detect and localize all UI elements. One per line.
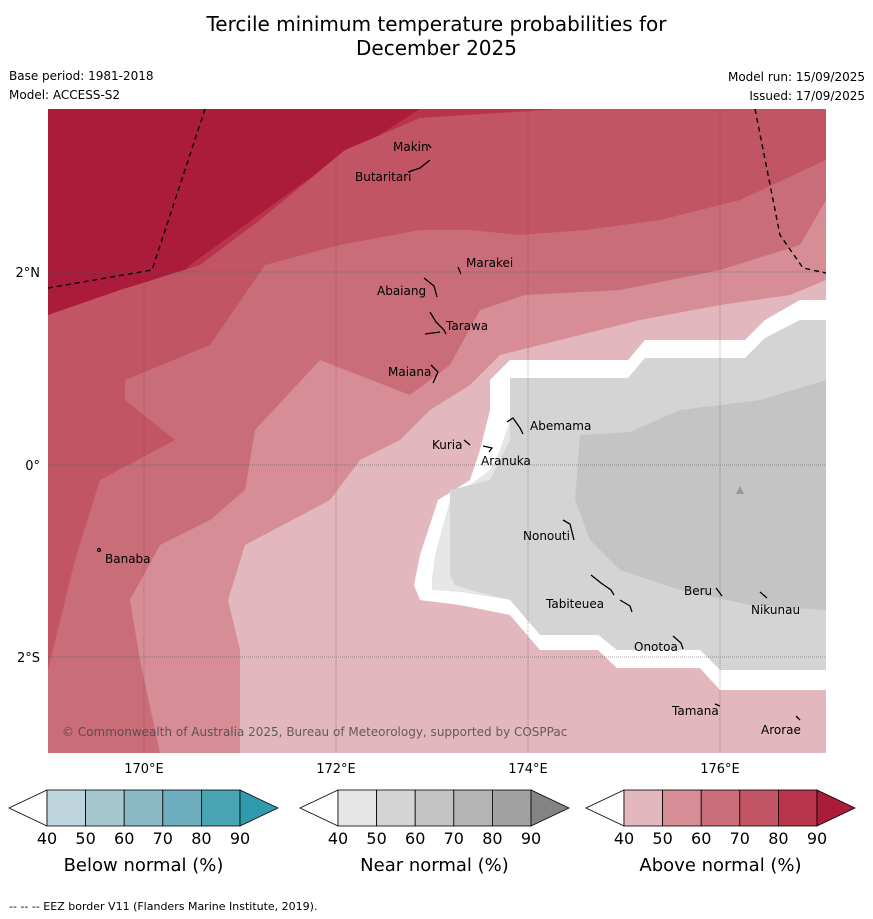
colorbar-segment [85,789,125,827]
colorbar-tick-label: 90 [230,829,250,848]
axis-tick-labels: 2°N 0° 2°S 170°E 172°E 174°E 176°E [16,266,740,777]
lon-label: 176°E [700,762,740,777]
place-label: Onotoa [634,640,678,654]
place-label: Abemama [530,419,591,433]
colorbar-tick-label: 40 [37,829,57,848]
place-label: Kuria [432,438,463,452]
colorbar-2: 40 50 60 70 80 90 Above normal (%) [585,789,856,876]
colorbar-segment [739,789,779,827]
colorbar-tick-label: 40 [614,829,634,848]
lon-label: 172°E [316,762,356,777]
colorbar-high-extension [239,789,279,827]
colorbar-segment [778,789,818,827]
copyright-notice: © Commonwealth of Australia 2025, Bureau… [62,725,567,739]
colorbar-segment [162,789,202,827]
colorbar-tick-label: 40 [328,829,348,848]
colorbar-high-extension [530,789,570,827]
colorbar-low-extension [299,789,339,827]
colorbar-segment [700,789,741,827]
colorbar-segment [491,789,532,827]
islands [96,143,801,721]
eez-border [48,109,826,289]
colorbar-tick-label: 80 [191,829,211,848]
colorbar-segment [46,789,86,827]
base-period: Base period: 1981-2018 [9,69,154,83]
map-title: Tercile minimum temperature probabilitie… [0,12,873,60]
place-label: Tabiteuea [545,597,604,611]
place-label: Beru [684,584,712,598]
colorbar-tick-label: 60 [691,829,711,848]
issued-date: Issued: 17/09/2025 [749,89,865,103]
colorbar-tick-label: 70 [444,829,464,848]
probability-contours [48,109,826,753]
above-normal-40-south [378,585,826,705]
place-label: Makin [393,140,429,154]
place-labels: Makin Butaritari Marakei Abaiang Tarawa … [105,140,801,737]
colorbar-tick-label: 90 [807,829,827,848]
colorbar-legends: 40 50 60 70 80 90 Below normal (%) 40 50 60 70 80 90… [8,789,856,876]
colorbar-label: Below normal (%) [64,855,224,876]
model-run: Model run: 15/09/2025 [727,70,865,84]
lon-label: 170°E [124,762,164,777]
colorbar-tick-label: 50 [652,829,672,848]
place-label: Aranuka [481,454,531,468]
place-label: Tamana [671,704,719,718]
colorbar-segment [337,789,377,827]
colorbar-tick-label: 60 [405,829,425,848]
model-name: Model: ACCESS-S2 [9,88,121,102]
lat-label: 0° [25,459,40,474]
colorbar-segment [623,789,663,827]
colorbar-low-extension [585,789,625,827]
colorbar-tick-label: 50 [366,829,386,848]
colorbar-low-extension [8,789,48,827]
colorbar-1: 40 50 60 70 80 90 Near normal (%) [299,789,570,876]
colorbar-high-extension [816,789,856,827]
colorbar-tick-label: 90 [521,829,541,848]
eez-footnote: -- -- -- EEZ border V11 (Flanders Marine… [9,900,318,913]
title-line-1: Tercile minimum temperature probabilitie… [206,12,667,36]
title-line-2: December 2025 [356,36,517,60]
place-label: Tarawa [445,319,488,333]
colorbar-tick-label: 80 [482,829,502,848]
colorbar-segment [414,789,455,827]
colorbar-segment [662,789,702,827]
colorbar-tick-label: 70 [153,829,173,848]
place-label: Banaba [105,552,151,566]
lat-label: 2°S [17,651,40,666]
lat-label: 2°N [16,266,41,281]
colorbar-tick-label: 60 [114,829,134,848]
colorbar-label: Above normal (%) [639,855,801,876]
lon-label: 174°E [508,762,548,777]
colorbar-0: 40 50 60 70 80 90 Below normal (%) [8,789,279,876]
colorbar-label: Near normal (%) [360,855,509,876]
colorbar-segment [453,789,493,827]
colorbar-tick-label: 80 [768,829,788,848]
place-label: Maiana [388,365,431,379]
colorbar-segment [123,789,164,827]
colorbar-segment [376,789,416,827]
gridlines [48,109,826,753]
place-label: Nonouti [523,529,570,543]
colorbar-tick-label: 50 [75,829,95,848]
place-label: Abaiang [377,284,426,298]
place-label: Butaritari [355,170,412,184]
colorbar-segment [200,789,241,827]
place-label: Arorae [761,723,801,737]
colorbar-tick-label: 70 [730,829,750,848]
triangle-marker-icon [736,486,744,494]
place-label: Marakei [466,256,513,270]
place-label: Nikunau [751,603,800,617]
near-normal-70 [575,380,826,610]
white-boundary-band [414,578,826,690]
